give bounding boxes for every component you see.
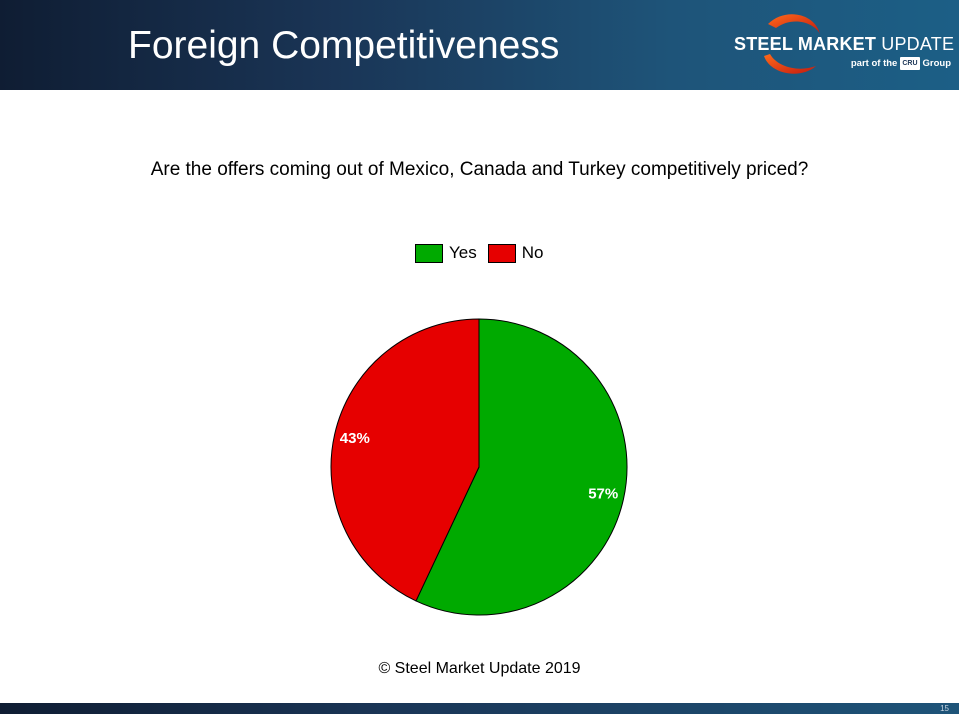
legend-label-no: No xyxy=(521,243,544,262)
data-label-yes: 57% xyxy=(588,486,618,503)
legend-swatch-yes xyxy=(415,243,443,263)
legend-item-yes: Yes xyxy=(415,243,477,263)
pie-slice-no xyxy=(330,318,480,602)
footer-bar xyxy=(0,703,959,714)
chart-legend: Yes No xyxy=(415,243,554,263)
brand-name: STEEL MARKET UPDATE xyxy=(734,33,954,55)
pie-slice-yes xyxy=(415,318,628,616)
slide-title: Foreign Competitiveness xyxy=(128,24,560,67)
sub-brand: part of the CRU Group xyxy=(851,57,951,70)
brand-name-light: UPDATE xyxy=(881,34,955,54)
brand-name-bold: STEEL MARKET xyxy=(734,34,877,54)
sub-brand-prefix: part of the xyxy=(850,58,898,69)
chart-title: Are the offers coming out of Mexico, Can… xyxy=(150,159,809,180)
swoosh-logo-icon xyxy=(764,14,820,74)
copyright-note: © Steel Market Update 2019 xyxy=(378,660,581,677)
data-label-no: 43% xyxy=(340,430,370,447)
cru-logo-icon: CRU xyxy=(900,57,920,70)
legend-item-no: No xyxy=(487,243,544,263)
legend-label-yes: Yes xyxy=(449,243,477,262)
legend-swatch-no xyxy=(487,243,516,263)
page-number: 15 xyxy=(940,704,949,713)
header-banner: Foreign Competitiveness STEEL MARKET UPD… xyxy=(0,0,959,90)
sub-brand-suffix: Group xyxy=(922,58,952,69)
